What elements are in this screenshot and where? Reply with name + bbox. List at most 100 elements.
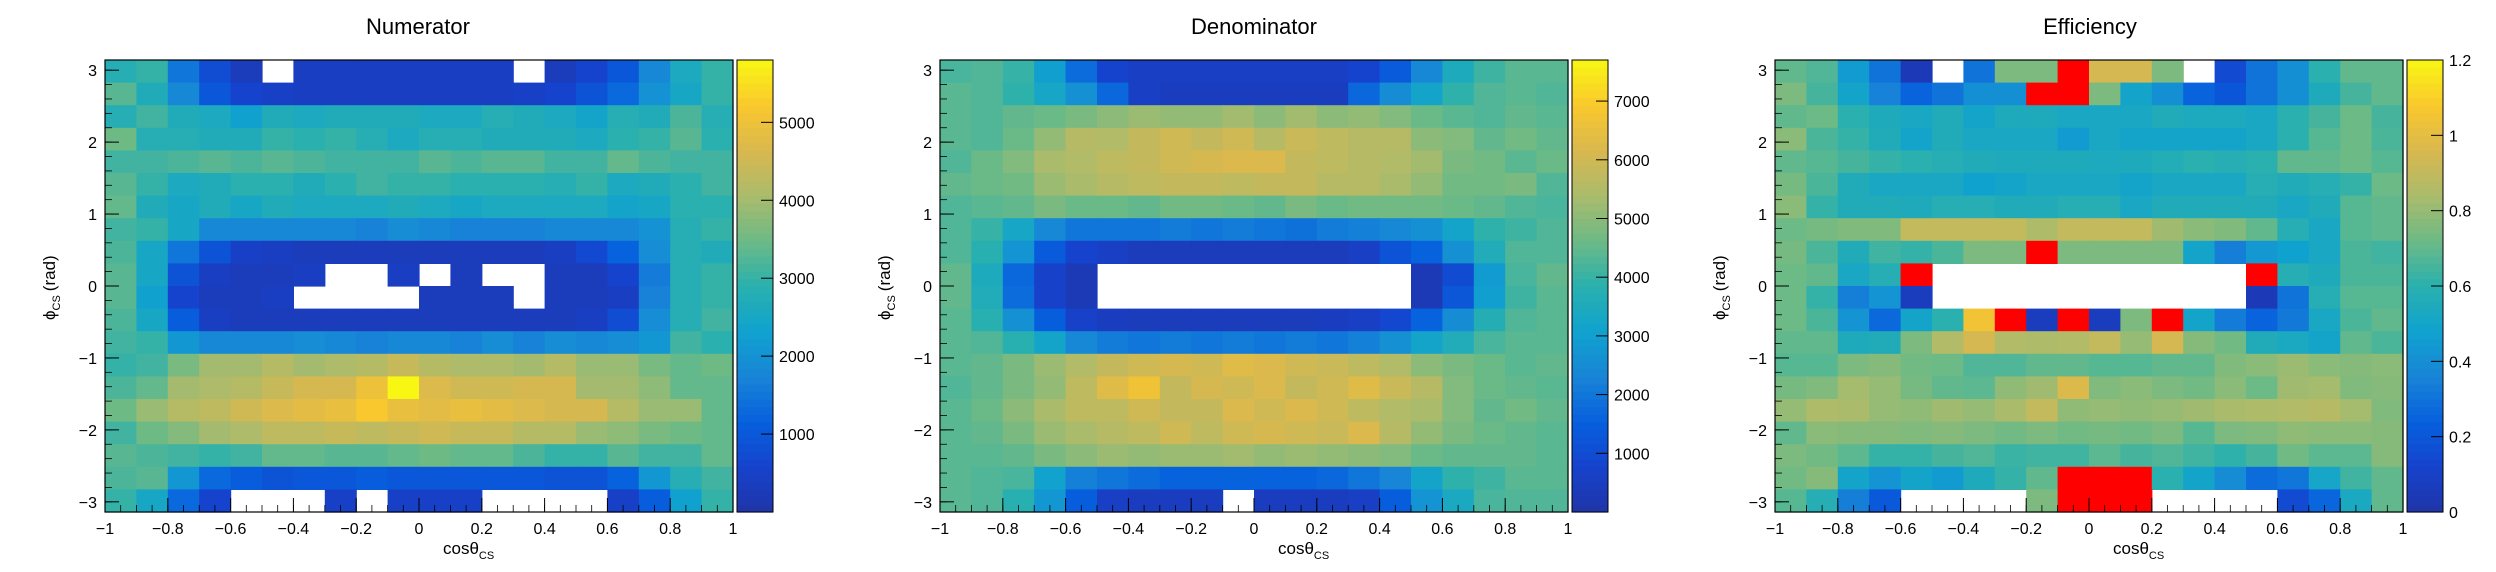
heatmap-cell xyxy=(262,421,294,445)
heatmap-cell xyxy=(1128,82,1161,106)
heatmap-cell xyxy=(1806,399,1839,423)
heatmap-cell xyxy=(1505,489,1538,513)
heatmap-cell xyxy=(2246,308,2278,332)
heatmap-cell xyxy=(2120,308,2153,332)
color-bar-step xyxy=(2407,421,2443,430)
heatmap-cell xyxy=(670,82,703,106)
heatmap-cell xyxy=(387,466,420,490)
heatmap-cell xyxy=(1222,60,1255,84)
heatmap-cell xyxy=(2120,240,2153,264)
heatmap-cell xyxy=(1191,127,1224,151)
color-bar-step xyxy=(737,60,773,69)
heatmap-cell xyxy=(230,421,263,445)
heatmap-cell xyxy=(1806,195,1839,219)
heatmap-cell xyxy=(419,150,451,174)
heatmap-cell xyxy=(1505,444,1538,468)
heatmap-cell xyxy=(1536,444,1569,468)
heatmap-cell xyxy=(230,466,263,490)
color-bar-step xyxy=(737,323,773,332)
heatmap-cell xyxy=(387,82,420,106)
heatmap-cell xyxy=(2089,444,2121,468)
heatmap-cell xyxy=(105,353,137,377)
heatmap-cell xyxy=(2026,218,2059,242)
x-axis-label: cosθCS xyxy=(2113,539,2164,562)
heatmap-cell xyxy=(1191,353,1224,377)
heatmap-cell xyxy=(1002,353,1035,377)
color-bar-step xyxy=(2407,120,2443,129)
heatmap-cell xyxy=(670,195,703,219)
heatmap-cell xyxy=(971,466,1004,490)
heatmap-cell xyxy=(576,60,608,84)
color-bar-step xyxy=(1572,188,1608,197)
y-tick-label: −1 xyxy=(1749,351,1767,368)
heatmap-cell xyxy=(481,286,514,310)
heatmap-cell xyxy=(670,353,703,377)
heatmap-cell xyxy=(1963,195,1996,219)
heatmap-cell xyxy=(670,105,703,129)
heatmap-cell xyxy=(1379,466,1412,490)
color-bar-step xyxy=(1572,308,1608,317)
heatmap-cell xyxy=(971,195,1004,219)
heatmap-cell xyxy=(1869,173,1902,197)
heatmap-cell xyxy=(1994,376,2027,400)
heatmap-cell xyxy=(419,173,451,197)
heatmap-cell xyxy=(1442,353,1475,377)
heatmap-cell xyxy=(2057,421,2090,445)
heatmap-cell xyxy=(638,240,671,264)
heatmap-cell xyxy=(1065,331,1098,355)
heatmap-cell xyxy=(2057,82,2090,106)
panel-title: Efficiency xyxy=(2043,14,2137,39)
heatmap-cell xyxy=(1191,240,1224,264)
heatmap-cells xyxy=(940,60,1569,513)
heatmap-cell xyxy=(1775,82,1807,106)
heatmap-cell xyxy=(2026,173,2059,197)
heatmap-cell xyxy=(1536,331,1569,355)
heatmap-cell xyxy=(450,353,483,377)
heatmap-cell xyxy=(971,399,1004,423)
heatmap-cell xyxy=(1191,173,1224,197)
heatmap-cell xyxy=(1097,195,1129,219)
y-tick-label: 3 xyxy=(88,63,97,80)
color-bar-step xyxy=(737,173,773,182)
color-bar-step xyxy=(1572,105,1608,114)
y-axis-label-sub: CS xyxy=(1721,295,1733,310)
heatmap-cell xyxy=(1097,489,1129,513)
heatmap-cell xyxy=(1379,353,1412,377)
heatmap-cell xyxy=(2246,195,2278,219)
heatmap-cell xyxy=(2371,489,2404,513)
heatmap-cell xyxy=(1128,399,1161,423)
heatmap-cell xyxy=(230,150,263,174)
heatmap-cell xyxy=(1128,240,1161,264)
heatmap-cell xyxy=(1536,173,1569,197)
heatmap-cell xyxy=(1473,218,1506,242)
heatmap-cell xyxy=(1128,331,1161,355)
color-bar-step xyxy=(737,188,773,197)
heatmap-cell xyxy=(1806,489,1839,513)
heatmap-cell xyxy=(1128,105,1161,129)
heatmap-cell xyxy=(1348,421,1381,445)
heatmap-cell xyxy=(450,218,483,242)
color-bar-step xyxy=(2407,127,2443,136)
heatmap-cell xyxy=(2183,376,2216,400)
heatmap-cell xyxy=(638,444,671,468)
color-bar-step xyxy=(2407,195,2443,204)
color-bar-step xyxy=(1572,406,1608,415)
x-tick-label: 0.4 xyxy=(533,521,555,538)
heatmap-cell xyxy=(387,195,420,219)
heatmap-cell xyxy=(1442,444,1475,468)
heatmap-cell xyxy=(1806,353,1839,377)
heatmap-cell xyxy=(1379,444,1412,468)
heatmap-cell xyxy=(971,150,1004,174)
heatmap-cell xyxy=(607,376,640,400)
heatmap-cell xyxy=(940,127,972,151)
heatmap-cell xyxy=(1963,240,1996,264)
heatmap-cell xyxy=(356,444,389,468)
color-bar-step xyxy=(2407,233,2443,242)
heatmap-cell xyxy=(1285,150,1318,174)
heatmap-cell xyxy=(387,331,420,355)
color-bar-step xyxy=(737,504,773,513)
heatmap-cell xyxy=(2120,444,2153,468)
heatmap-cell xyxy=(481,353,514,377)
heatmap-cell xyxy=(1222,82,1255,106)
heatmap-cell xyxy=(576,444,608,468)
